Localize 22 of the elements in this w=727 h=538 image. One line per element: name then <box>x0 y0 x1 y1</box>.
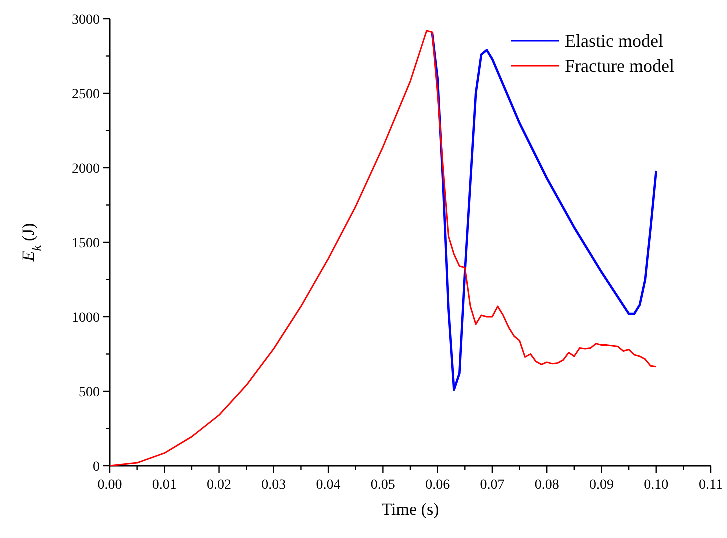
y-tick-label: 2000 <box>72 162 100 177</box>
x-tick-label: 0.10 <box>644 478 669 493</box>
x-tick-label: 0.04 <box>316 478 341 493</box>
y-tick-label: 0 <box>93 460 100 475</box>
x-tick-label: 0.03 <box>262 478 286 493</box>
x-tick-label: 0.08 <box>534 478 560 493</box>
x-tick-label: 0.02 <box>207 478 232 493</box>
x-tick-label: 0.06 <box>426 478 450 493</box>
x-tick-label: 0.11 <box>699 478 723 493</box>
legend-label: Elastic model <box>565 31 664 51</box>
x-tick-label: 0.00 <box>98 478 122 493</box>
x-tick-label: 0.05 <box>370 478 396 493</box>
y-tick-label: 1000 <box>72 311 100 326</box>
y-tick-label: 3000 <box>72 13 100 28</box>
x-tick-label: 0.01 <box>152 478 177 493</box>
x-tick-label: 0.09 <box>589 478 614 493</box>
y-tick-label: 500 <box>79 386 100 400</box>
legend-label: Fracture model <box>565 56 674 76</box>
y-tick-label: 2500 <box>72 88 100 102</box>
x-axis-title: Time (s) <box>382 500 440 519</box>
y-tick-label: 1500 <box>72 236 100 252</box>
x-tick-label: 0.07 <box>480 478 505 493</box>
